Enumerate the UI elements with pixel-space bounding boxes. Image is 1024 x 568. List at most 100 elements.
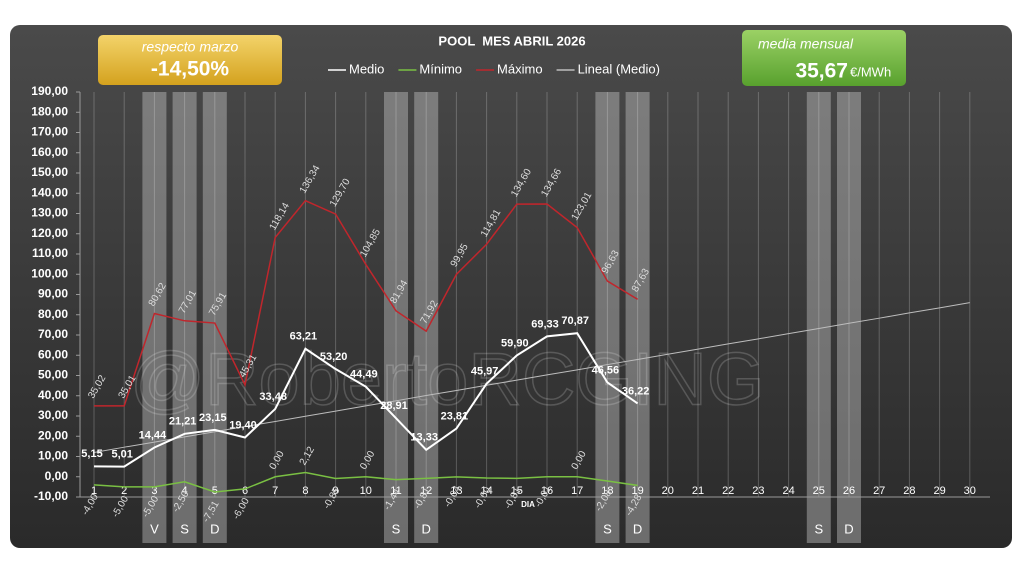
x-axis-title: DIA bbox=[521, 500, 535, 509]
series-line bbox=[93, 471, 638, 493]
shaded-day bbox=[202, 92, 227, 543]
right-caption: media mensual bbox=[758, 36, 854, 52]
y-tick-label: 100,00 bbox=[31, 266, 68, 280]
x-tick-label: 11 bbox=[390, 485, 401, 497]
x-tick-label: 7 bbox=[272, 485, 278, 497]
y-tick-label: 150,00 bbox=[31, 165, 68, 179]
x-tick-label: 12 bbox=[420, 485, 432, 497]
legend-label: Lineal (Medio) bbox=[578, 61, 660, 76]
data-label: 46,56 bbox=[592, 364, 620, 376]
x-tick-label: 3 bbox=[151, 485, 157, 497]
legend-label: Máximo bbox=[497, 61, 543, 76]
y-tick-label: 60,00 bbox=[38, 347, 68, 361]
shaded-day bbox=[625, 92, 650, 543]
data-label: 13,33 bbox=[410, 432, 438, 444]
x-tick-label: 5 bbox=[212, 485, 218, 497]
y-tick-label: 40,00 bbox=[38, 388, 68, 402]
series-line bbox=[93, 199, 638, 407]
y-tick-label: 120,00 bbox=[31, 226, 68, 240]
data-label: 28,91 bbox=[380, 400, 408, 412]
watermark: @RobertoRCGING bbox=[130, 338, 764, 421]
x-tick-label: 6 bbox=[242, 485, 248, 497]
x-tick-label: 14 bbox=[480, 485, 492, 497]
x-tick-label: 13 bbox=[450, 485, 462, 497]
y-tick-label: 0,00 bbox=[45, 469, 69, 483]
x-tick-label: 25 bbox=[813, 485, 825, 497]
y-tick-label: 70,00 bbox=[38, 327, 68, 341]
left-value: -14,50% bbox=[151, 58, 230, 81]
x-tick-label: 24 bbox=[782, 485, 794, 497]
x-tick-label: 29 bbox=[933, 485, 945, 497]
y-tick-label: 50,00 bbox=[38, 368, 68, 382]
data-label: 59,90 bbox=[501, 337, 529, 349]
shaded-day bbox=[806, 92, 831, 543]
x-tick-label: 26 bbox=[843, 485, 855, 497]
shaded-day-label: S bbox=[392, 521, 401, 536]
shaded-day-label: D bbox=[210, 521, 219, 536]
y-tick-label: 30,00 bbox=[38, 408, 68, 422]
shaded-day bbox=[595, 92, 620, 543]
legend-label: Medio bbox=[349, 61, 384, 76]
data-label: 21,21 bbox=[169, 416, 197, 428]
shaded-day-label: S bbox=[814, 521, 823, 536]
left-box bbox=[98, 35, 282, 85]
x-tick-label: 27 bbox=[873, 485, 885, 497]
legend-label: Mínimo bbox=[419, 61, 462, 76]
y-tick-label: 90,00 bbox=[38, 287, 68, 301]
data-label: 5,15 bbox=[81, 448, 102, 460]
shaded-day-label: V bbox=[150, 521, 159, 536]
x-tick-label: 20 bbox=[662, 485, 674, 497]
x-tick-label: 16 bbox=[541, 485, 553, 497]
x-tick-label: 30 bbox=[964, 485, 976, 497]
shaded-day-label: S bbox=[180, 521, 189, 536]
x-tick-label: 2 bbox=[121, 485, 127, 497]
y-tick-label: 110,00 bbox=[32, 246, 68, 260]
data-label: 33,48 bbox=[259, 391, 287, 403]
y-tick-label: 180,00 bbox=[31, 104, 68, 118]
y-tick-label: 20,00 bbox=[38, 428, 68, 442]
shaded-day-label: D bbox=[633, 521, 642, 536]
x-tick-label: 19 bbox=[631, 485, 643, 497]
x-tick-label: 4 bbox=[182, 485, 188, 497]
x-tick-label: 10 bbox=[360, 485, 372, 497]
right-value: 35,67 bbox=[795, 60, 848, 83]
right-unit: €/MWh bbox=[850, 64, 891, 79]
x-tick-label: 28 bbox=[903, 485, 915, 497]
y-tick-label: -10,00 bbox=[34, 489, 68, 503]
y-tick-label: 130,00 bbox=[31, 206, 68, 220]
x-tick-label: 21 bbox=[692, 485, 704, 497]
y-tick-label: 140,00 bbox=[31, 185, 68, 199]
x-tick-label: 23 bbox=[752, 485, 764, 497]
y-tick-label: 80,00 bbox=[38, 307, 68, 321]
x-tick-label: 1 bbox=[91, 485, 97, 497]
shaded-day-label: D bbox=[844, 521, 853, 536]
data-label: 63,21 bbox=[290, 331, 318, 343]
series-line bbox=[93, 302, 970, 453]
x-tick-label: 9 bbox=[333, 485, 339, 497]
shaded-day bbox=[172, 92, 197, 543]
y-tick-label: 170,00 bbox=[31, 125, 68, 139]
right-box bbox=[742, 30, 906, 86]
data-label: 23,81 bbox=[441, 410, 469, 422]
shaded-day bbox=[142, 92, 167, 543]
data-label: 70,87 bbox=[561, 315, 589, 327]
panel bbox=[10, 25, 1012, 548]
y-tick-label: 10,00 bbox=[38, 449, 68, 463]
data-label: 44,49 bbox=[350, 369, 378, 381]
data-label: 5,01 bbox=[111, 449, 132, 461]
x-tick-label: 8 bbox=[302, 485, 308, 497]
data-label: 45,97 bbox=[471, 366, 499, 378]
data-label: 69,33 bbox=[531, 318, 559, 330]
x-tick-label: 17 bbox=[571, 485, 583, 497]
data-label: 23,15 bbox=[199, 412, 227, 424]
y-tick-label: 160,00 bbox=[31, 145, 68, 159]
data-label: 53,20 bbox=[320, 351, 348, 363]
x-tick-label: 22 bbox=[722, 485, 734, 497]
series-line bbox=[93, 332, 639, 468]
data-label: 14,44 bbox=[139, 429, 167, 441]
shaded-day-label: S bbox=[603, 521, 612, 536]
shaded-day-label: D bbox=[422, 521, 431, 536]
x-tick-label: 15 bbox=[511, 485, 523, 497]
shaded-day bbox=[384, 92, 408, 543]
